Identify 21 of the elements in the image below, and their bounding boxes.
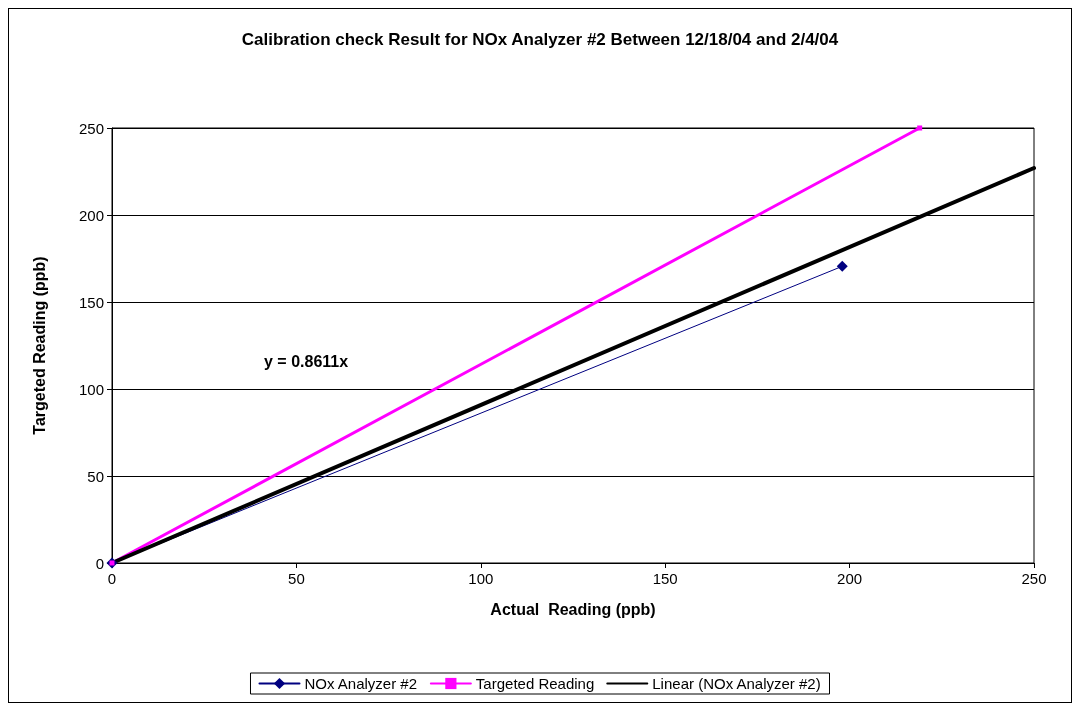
- x-tick-label: 150: [652, 570, 678, 587]
- y-tick-label: 250: [78, 119, 104, 137]
- x-tick-label: 200: [837, 570, 863, 587]
- x-tick-label: 50: [288, 570, 305, 587]
- y-tick-label: 100: [78, 380, 104, 398]
- y-tick-label: 0: [95, 554, 104, 572]
- annotation: y = 0.8611x: [264, 352, 349, 370]
- legend-label: Linear (NOx Analyzer #2): [652, 675, 821, 692]
- point: [836, 260, 848, 272]
- legend-label: NOx Analyzer #2: [304, 675, 418, 692]
- x-tick-label: 0: [107, 570, 117, 587]
- y-tick-label: 150: [78, 293, 104, 311]
- point: [917, 125, 923, 131]
- y-axis-title: Targeted Reading (ppb): [30, 256, 48, 435]
- legend-label: Targeted Reading: [475, 675, 595, 692]
- y-tick-label: 50: [87, 467, 104, 485]
- x-tick-label: 250: [1021, 570, 1047, 587]
- x-tick-label: 100: [468, 570, 494, 587]
- x-axis-title: Actual Reading (ppb): [490, 600, 656, 618]
- y-tick-label: 200: [78, 206, 104, 224]
- chart-title: Calibration check Result for NOx Analyzer #2 Between 12/18/04 and 2/4/04: [241, 29, 839, 49]
